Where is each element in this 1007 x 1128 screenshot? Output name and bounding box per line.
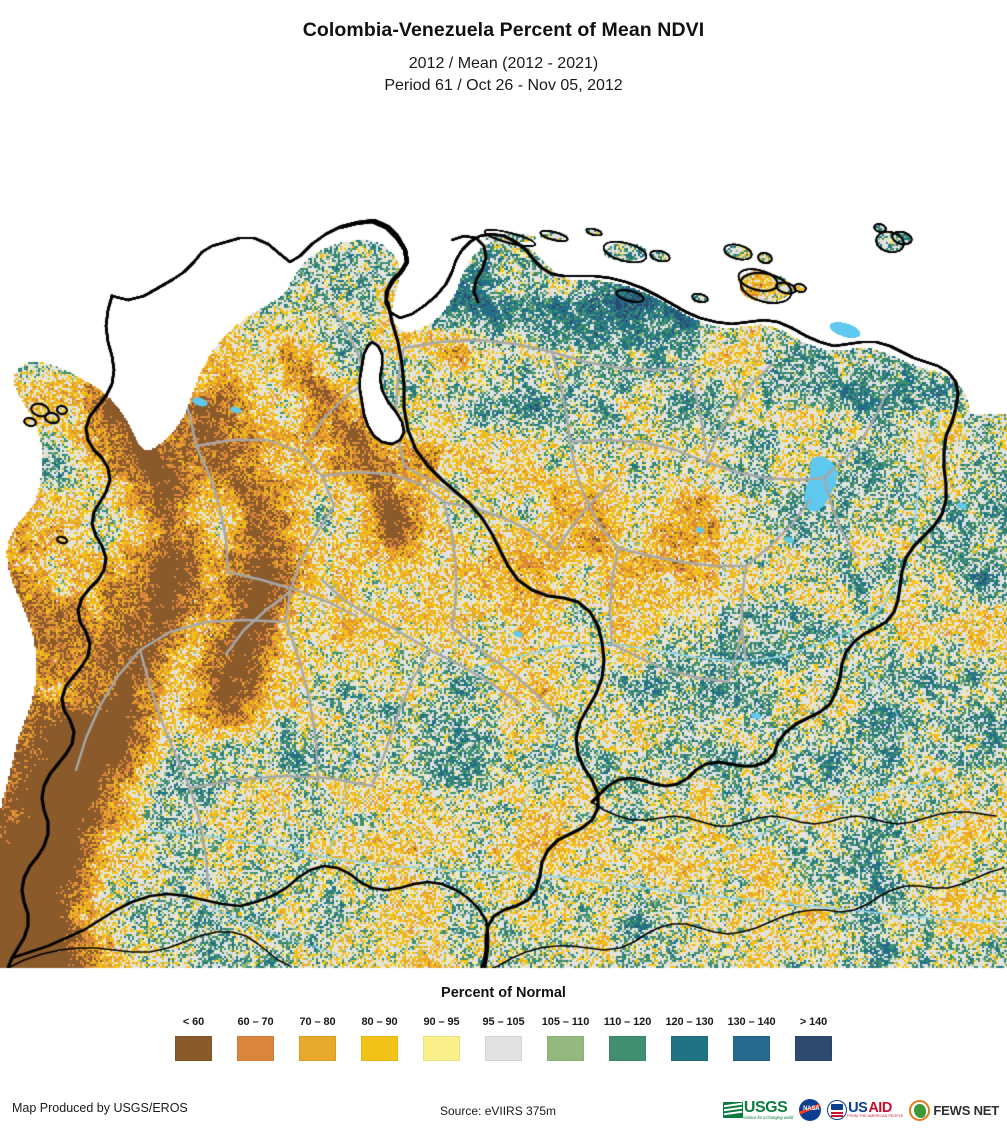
legend-item-label: > 140 [799, 1016, 828, 1028]
legend: Percent of Normal < 60 60 – 70 70 – 80 80 –… [0, 985, 1007, 1061]
legend-swatch-row: < 60 60 – 70 70 – 80 80 – 90 90 – 95 95 – 105… [0, 1016, 1007, 1061]
legend-item-swatch [609, 1036, 646, 1061]
usaid-logo-text-us: US [848, 1099, 868, 1116]
credit-source: Source: eVIIRS 375m [440, 1104, 557, 1118]
legend-item-label: 120 – 130 [665, 1016, 714, 1028]
usaid-tagline: FROM THE AMERICAN PEOPLE [847, 1114, 904, 1119]
logo-row: USGS science for a changing world NASA U… [722, 1094, 999, 1126]
subtitle-date-range: Period 61 / Oct 26 - Nov 05, 2012 [384, 76, 623, 94]
legend-item: 80 – 90 [349, 1016, 411, 1061]
legend-item-label: 60 – 70 [237, 1016, 274, 1028]
legend-item: 70 – 80 [287, 1016, 349, 1061]
legend-item-swatch [175, 1036, 212, 1061]
fewsnet-logo[interactable]: FEWS NET [909, 1099, 999, 1121]
legend-item-label: 105 – 110 [541, 1016, 590, 1028]
usaid-logo-text-aid: AID [868, 1099, 892, 1116]
ndvi-raster-map[interactable] [0, 110, 1007, 970]
legend-item: 120 – 130 [659, 1016, 721, 1061]
legend-item: 60 – 70 [225, 1016, 287, 1061]
nasa-logo-text: NASA [803, 1106, 820, 1112]
fewsnet-logo-text: FEWS NET [933, 1102, 999, 1118]
usgs-logo[interactable]: USGS science for a changing world [722, 1098, 794, 1120]
nasa-meatball-icon: NASA [799, 1099, 822, 1121]
legend-item: < 60 [163, 1016, 225, 1061]
legend-item: 90 – 95 [411, 1016, 473, 1061]
legend-item-swatch [299, 1036, 336, 1061]
legend-item-label: 130 – 140 [727, 1016, 776, 1028]
subtitle-period-ratio: 2012 / Mean (2012 - 2021) [408, 55, 599, 73]
legend-title: Percent of Normal [441, 985, 566, 1001]
legend-item-label: 80 – 90 [361, 1016, 398, 1028]
footer: Map Produced by USGS/EROS Source: eVIIRS… [0, 1090, 1007, 1128]
legend-item: 130 – 140 [721, 1016, 783, 1061]
legend-item-swatch [547, 1036, 584, 1061]
map-viewport[interactable] [0, 110, 1007, 970]
nasa-logo[interactable]: NASA [799, 1099, 822, 1121]
page-title: Colombia-Venezuela Percent of Mean NDVI [302, 19, 705, 41]
legend-item-swatch [733, 1036, 770, 1061]
legend-item-swatch [671, 1036, 708, 1061]
legend-item-label: 70 – 80 [299, 1016, 336, 1028]
legend-item: 95 – 105 [473, 1016, 535, 1061]
legend-item: > 140 [783, 1016, 845, 1061]
legend-item-swatch [485, 1036, 522, 1061]
legend-item-swatch [423, 1036, 460, 1061]
usgs-tagline: science for a changing world [742, 1114, 794, 1120]
title-block: Colombia-Venezuela Percent of Mean NDVI … [0, 0, 1007, 95]
usaid-logo[interactable]: US AID FROM THE AMERICAN PEOPLE [827, 1100, 903, 1120]
legend-item-label: 110 – 120 [603, 1016, 652, 1028]
credit-producer: Map Produced by USGS/EROS [12, 1101, 188, 1115]
legend-item-swatch [237, 1036, 274, 1061]
fewsnet-globe-icon [909, 1099, 931, 1121]
legend-item-swatch [795, 1036, 832, 1061]
usgs-logo-text: USGS [743, 1098, 788, 1116]
usgs-wave-icon [722, 1101, 743, 1118]
legend-item-label: 95 – 105 [482, 1016, 525, 1028]
legend-item: 110 – 120 [597, 1016, 659, 1061]
usaid-seal-icon [827, 1100, 848, 1120]
legend-item: 105 – 110 [535, 1016, 597, 1061]
legend-item-swatch [361, 1036, 398, 1061]
legend-item-label: 90 – 95 [423, 1016, 460, 1028]
legend-item-label: < 60 [182, 1016, 205, 1028]
